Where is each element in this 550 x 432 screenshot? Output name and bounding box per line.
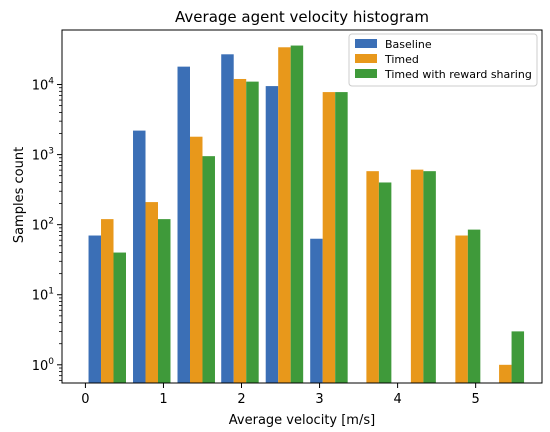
y-tick-label: 102 [32, 217, 54, 234]
bar [499, 364, 512, 383]
bar [290, 45, 304, 384]
bar [158, 219, 171, 383]
bar [113, 252, 126, 383]
bar [177, 66, 190, 383]
bar [202, 156, 215, 383]
bar [133, 130, 146, 383]
bar [423, 171, 436, 383]
y-axis-ticks: 100 101 102 103 104 [32, 77, 62, 381]
bar [101, 219, 114, 383]
bar [88, 235, 102, 383]
legend-swatch [355, 39, 377, 48]
x-tick-label: 5 [472, 392, 480, 407]
plot-frame [61, 29, 543, 384]
bar [233, 78, 247, 383]
bar [511, 331, 525, 383]
bar [467, 229, 481, 383]
bar [322, 92, 336, 383]
x-tick-label: 4 [393, 392, 401, 407]
x-axis-label: Average velocity [m/s] [229, 413, 375, 428]
y-tick-label: 103 [32, 147, 54, 164]
x-tick-label: 0 [81, 392, 89, 407]
bar [310, 238, 323, 383]
legend-label: Timed with reward sharing [384, 68, 532, 81]
legend-swatch [355, 54, 377, 63]
bar [378, 182, 392, 383]
legend-box [348, 33, 538, 87]
y-tick-label: 101 [32, 287, 54, 304]
bar [190, 136, 203, 383]
legend: Baseline Timed Timed with reward sharing [348, 33, 538, 87]
legend-label: Baseline [385, 38, 432, 51]
y-axis-label: Samples count [12, 147, 27, 243]
legend-label: Timed [384, 53, 419, 66]
x-tick-label: 2 [237, 392, 245, 407]
x-tick-label: 1 [159, 392, 167, 407]
bar [366, 171, 379, 383]
bars-group [88, 45, 525, 384]
bar [221, 54, 234, 384]
bar [145, 202, 158, 383]
bar [246, 81, 259, 384]
y-tick-label: 104 [32, 77, 55, 94]
bar [335, 92, 348, 383]
bar [265, 86, 279, 383]
x-axis-ticks: 0 1 2 3 4 5 [81, 383, 480, 407]
chart-title: Average agent velocity histogram [175, 8, 429, 26]
x-tick-label: 3 [315, 392, 323, 407]
bar [410, 169, 424, 383]
bar [278, 47, 291, 383]
legend-swatch [355, 69, 377, 78]
bar [455, 235, 468, 383]
y-tick-label: 100 [32, 357, 55, 374]
